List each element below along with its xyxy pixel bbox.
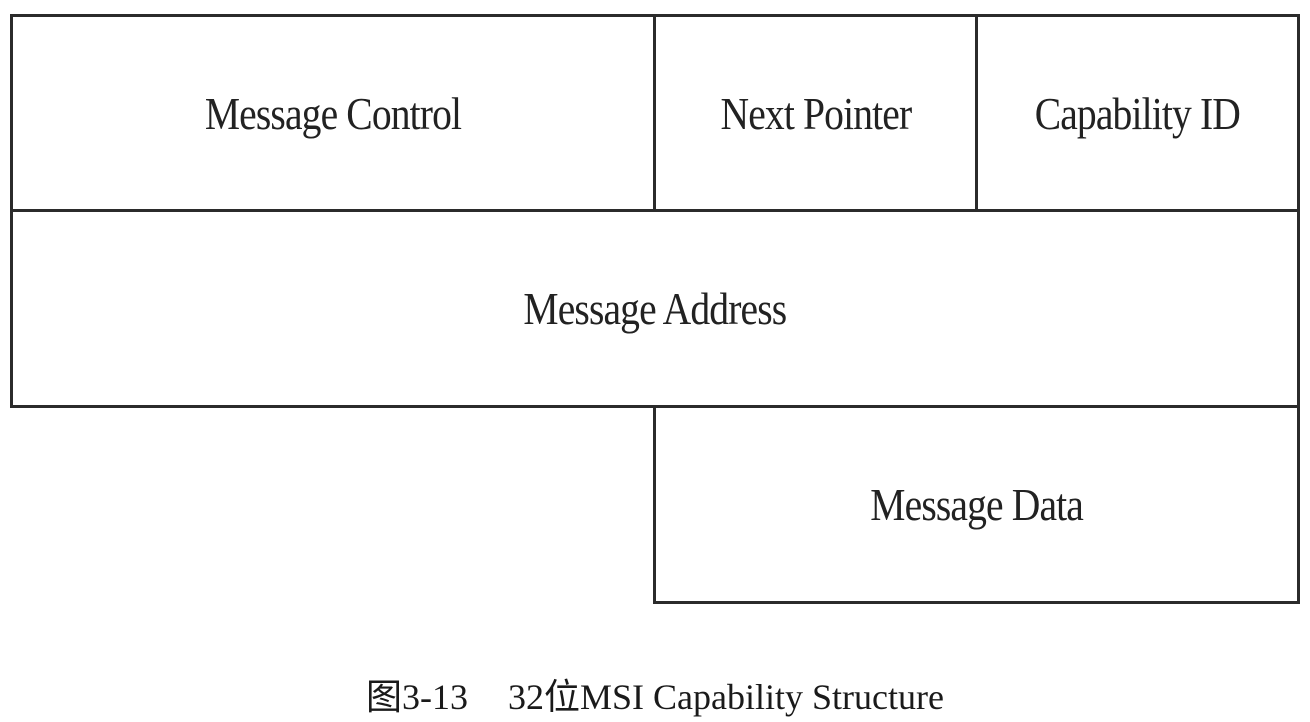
next-pointer-label: Next Pointer: [720, 87, 912, 139]
message-control-label: Message Control: [204, 87, 462, 139]
message-address-field: Message Address: [10, 209, 1300, 408]
message-data-label: Message Data: [870, 479, 1084, 530]
message-address-label: Message Address: [523, 283, 788, 334]
message-control-field: Message Control: [10, 14, 656, 212]
capability-id-label: Capability ID: [1034, 87, 1241, 139]
figure-caption: 图3-13 32位MSI Capability Structure: [0, 668, 1310, 720]
figure-number: 图3-13: [366, 677, 469, 717]
figure-title: 32位MSI Capability Structure: [508, 677, 944, 717]
message-data-field: Message Data: [653, 405, 1300, 604]
next-pointer-field: Next Pointer: [653, 14, 978, 212]
capability-id-field: Capability ID: [975, 14, 1300, 212]
